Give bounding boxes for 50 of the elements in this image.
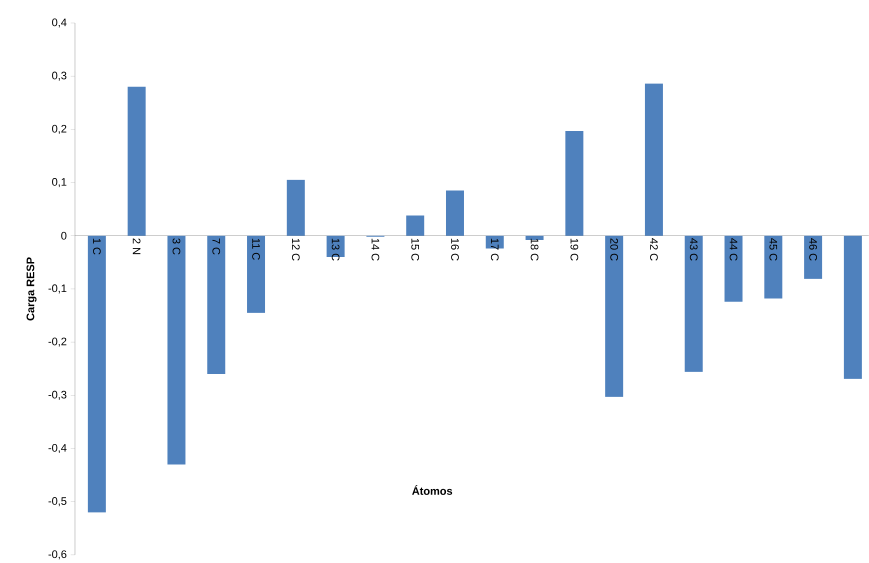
y-tick-label: -0,6 (48, 550, 66, 560)
y-tick-label: -0,5 (48, 497, 66, 506)
bar (764, 236, 782, 298)
x-tick-label: 42 C (650, 238, 658, 261)
x-axis-title: Átomos (412, 485, 452, 495)
y-axis-title: Carga RESP (26, 257, 37, 320)
x-tick-label: 7 C (212, 238, 220, 255)
y-tick-label: 0,2 (52, 124, 66, 134)
bar (605, 236, 624, 397)
x-tick-label: 1 C (92, 238, 101, 255)
x-tick-label: 11 C (252, 238, 260, 260)
bar (247, 236, 266, 313)
bar (406, 216, 424, 236)
y-tick-label: -0,3 (48, 390, 66, 400)
x-tick-label: 20 C (610, 238, 618, 261)
x-tick-label: 15 C (411, 238, 420, 261)
y-tick-label: 0,3 (52, 72, 66, 81)
bar (207, 236, 226, 374)
x-tick-label: 18 C (530, 238, 538, 261)
y-tick-label: -0,4 (48, 444, 67, 454)
x-tick-label: 14 C (372, 238, 380, 261)
x-tick-label: 46 C (809, 238, 817, 261)
bar (684, 236, 703, 372)
x-tick-label: 2 N (132, 238, 140, 254)
x-tick-label: 12 C (292, 238, 300, 261)
y-tick-label: 0 (61, 232, 66, 240)
bar (446, 190, 464, 236)
bar (565, 130, 584, 236)
x-tick-label: 3 C (172, 238, 180, 255)
bar (526, 236, 544, 240)
x-tick-label: 45 C (769, 238, 778, 261)
bar (128, 86, 146, 236)
bar (844, 236, 862, 379)
x-tick-label: 43 C (690, 238, 698, 261)
y-tick-label: -0,1 (48, 284, 66, 294)
bar (486, 236, 504, 248)
bar (88, 236, 106, 512)
bar (286, 180, 305, 236)
x-tick-label: 16 C (451, 238, 459, 261)
y-tick-label: 0,1 (52, 178, 66, 188)
x-tick-label: 17 C (490, 238, 499, 261)
x-tick-label: 13 C (332, 238, 340, 261)
bar (804, 236, 822, 279)
bar (167, 236, 186, 464)
bar (644, 84, 663, 236)
x-tick-label: 19 C (570, 238, 578, 261)
bar (724, 236, 743, 302)
x-tick-label: 44 C (730, 238, 738, 261)
y-tick-label: -0,2 (48, 338, 66, 347)
y-tick-label: 0,4 (52, 18, 67, 28)
